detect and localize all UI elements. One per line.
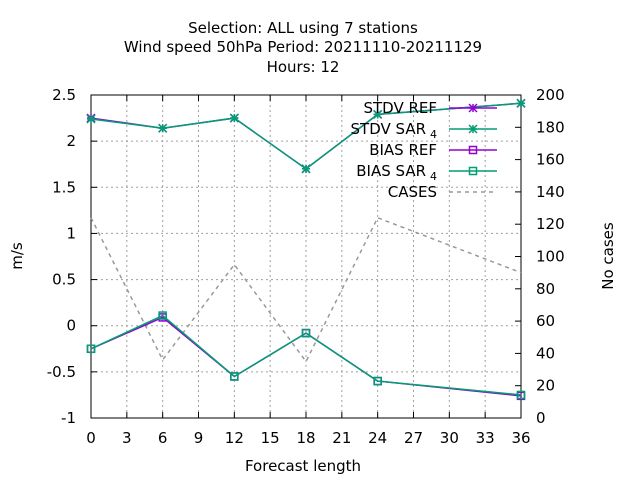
y2-tick-label-2: 40 — [536, 344, 555, 362]
x-tick-label-4: 12 — [225, 429, 244, 447]
x-tick-label-3: 9 — [194, 429, 204, 447]
legend-marker-3 — [468, 166, 478, 176]
legend-marker-2 — [468, 145, 478, 155]
y-tick-label-2: 0 — [66, 317, 76, 335]
legend-label-sub-1: 4 — [430, 128, 437, 141]
x-tick-label-12: 36 — [511, 429, 530, 447]
legend-label-2: BIAS REF — [369, 141, 437, 159]
x-axis-label: Forecast length — [245, 457, 361, 475]
series-3-point-1 — [158, 311, 167, 320]
x-tick-label-1: 3 — [122, 429, 132, 447]
y-tick-label-1: -0.5 — [47, 363, 76, 381]
legend-label-3: BIAS SAR 4 — [356, 162, 437, 183]
y2-tick-label-9: 180 — [536, 118, 565, 136]
title-line-1: Selection: ALL using 7 stations — [188, 19, 418, 37]
title-line-3: Hours: 12 — [267, 58, 340, 76]
legend-label-1: STDV SAR 4 — [351, 120, 437, 141]
series-1-point-3 — [301, 164, 311, 174]
y2-tick-label-3: 60 — [536, 312, 555, 330]
series-3-point-2 — [230, 372, 239, 381]
y-axis-label: m/s — [8, 242, 26, 270]
series-3-point-4 — [373, 376, 382, 386]
grid — [91, 95, 521, 418]
x-tick-label-5: 15 — [261, 429, 280, 447]
y2-tick-label-4: 80 — [536, 280, 555, 298]
y2-tick-label-1: 20 — [536, 377, 555, 395]
y2-tick-label-7: 140 — [536, 183, 565, 201]
x-tick-label-6: 18 — [296, 429, 315, 447]
series-1-point-2 — [229, 113, 239, 123]
axes — [90, 94, 522, 419]
x-tick-label-7: 21 — [332, 429, 351, 447]
chart-title: Selection: ALL using 7 stations Wind spe… — [124, 19, 482, 76]
y-tick-label-0: -1 — [61, 409, 76, 427]
y2-axis-label: No cases — [599, 222, 617, 290]
series-3-point-3 — [301, 328, 311, 338]
y2-tick-label-10: 200 — [536, 86, 565, 104]
series-3-point-0 — [86, 344, 96, 354]
y2-tick-label-6: 120 — [536, 215, 565, 233]
legend-marker-0 — [468, 103, 478, 113]
title-line-2: Wind speed 50hPa Period: 20211110-202111… — [124, 38, 482, 56]
x-tick-label-8: 24 — [368, 429, 387, 447]
x-tick-label-0: 0 — [86, 429, 96, 447]
y-tick-label-7: 2.5 — [52, 86, 76, 104]
y-tick-label-4: 1 — [66, 224, 76, 242]
series-1-point-1 — [158, 123, 168, 133]
series-1-point-5 — [516, 98, 526, 108]
series-line-3 — [90, 314, 522, 396]
y2-tick-label-8: 160 — [536, 151, 565, 169]
series-1-point-4 — [373, 109, 383, 119]
series-line-4 — [90, 216, 522, 363]
y-tick-label-3: 0.5 — [52, 271, 76, 289]
series-3-point-5 — [516, 390, 526, 400]
legend-label-0: STDV REF — [363, 99, 437, 117]
legend-marker-1 — [468, 124, 478, 134]
x-tick-label-10: 30 — [440, 429, 459, 447]
x-tick-label-9: 27 — [404, 429, 423, 447]
plot-area — [86, 98, 526, 401]
y2-tick-label-0: 0 — [536, 409, 546, 427]
legend-label-4: CASES — [388, 183, 437, 201]
series-line-1 — [90, 102, 522, 170]
y2-tick-label-5: 100 — [536, 248, 565, 266]
x-tick-label-2: 6 — [158, 429, 168, 447]
y-tick-label-5: 1.5 — [52, 178, 76, 196]
legend-label-sub-3: 4 — [430, 170, 437, 183]
tick-labels: 0 3 6 9 12 15 18 21 24 27 30 33 36-1-0.500.511.522.5… — [47, 86, 565, 447]
y-tick-label-6: 2 — [66, 132, 76, 150]
x-tick-label-11: 33 — [476, 429, 495, 447]
series-1-point-0 — [86, 114, 96, 124]
